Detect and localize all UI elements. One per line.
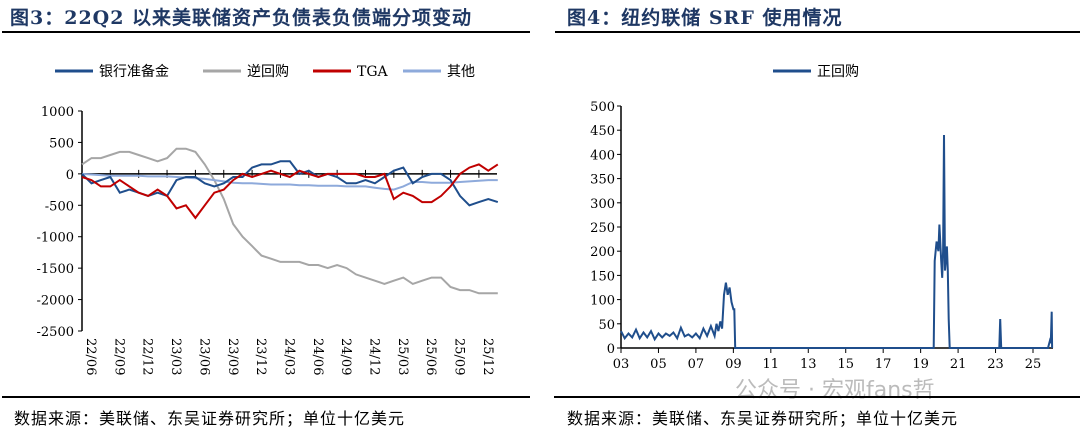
right-x-tick-label: 19 bbox=[912, 357, 929, 372]
right-x-tick-label: 11 bbox=[763, 357, 780, 372]
left-x-tick-label: 23/12 bbox=[253, 338, 268, 375]
right-title-rule bbox=[555, 31, 1080, 33]
right-x-tick-label: 25 bbox=[1025, 357, 1042, 372]
right-y-tick-label: 500 bbox=[590, 100, 615, 115]
right-y-tick-label: 300 bbox=[590, 197, 615, 212]
right-y-tick-label: 350 bbox=[590, 173, 615, 188]
right-x-tick-label: 03 bbox=[613, 357, 630, 372]
left-x-tick-label: 22/12 bbox=[140, 338, 155, 375]
right-chart-title: 图4：纽约联储 SRF 使用情况 bbox=[567, 7, 843, 29]
left-y-tick-label: 500 bbox=[49, 136, 74, 151]
left-x-tick-label: 23/03 bbox=[168, 338, 183, 375]
watermark: 公众号 · 宏观fans哲 bbox=[735, 378, 935, 403]
right-x-tick-label: 21 bbox=[950, 357, 967, 372]
left-chart-title: 图3：22Q2 以来美联储资产负债表负债端分项变动 bbox=[10, 7, 473, 29]
right-x-tick-label: 23 bbox=[987, 357, 1004, 372]
left-x-tick-label: 22/09 bbox=[111, 338, 126, 375]
right-x-tick-label: 13 bbox=[800, 357, 817, 372]
right-y-tick-label: 50 bbox=[598, 318, 615, 333]
legend-label: TGA bbox=[357, 64, 389, 80]
right-x-tick-label: 15 bbox=[837, 357, 854, 372]
left-y-tick-label: -2500 bbox=[37, 325, 74, 340]
left-x-tick-label: 25/09 bbox=[452, 338, 467, 375]
left-source: 数据来源：美联储、东吴证券研究所；单位十亿美元 bbox=[14, 409, 406, 428]
left-y-tick-label: -1000 bbox=[37, 231, 74, 246]
right-x-tick-label: 09 bbox=[725, 357, 742, 372]
series-line-1 bbox=[81, 147, 498, 295]
right-y-tick-label: 100 bbox=[590, 294, 615, 309]
left-y-tick-label: -500 bbox=[45, 199, 74, 214]
right-y-tick-label: 200 bbox=[590, 245, 615, 260]
series-line-2 bbox=[81, 163, 499, 220]
legend-label: 其他 bbox=[447, 64, 475, 80]
left-y-tick-label: -1500 bbox=[37, 262, 74, 277]
right-source-rule bbox=[554, 396, 1080, 398]
right-source: 数据来源：美联储、东吴证券研究所；单位十亿美元 bbox=[567, 409, 959, 428]
left-x-tick-label: 24/09 bbox=[338, 338, 353, 375]
right-y-tick-label: 150 bbox=[590, 269, 615, 284]
left-x-tick-label: 23/06 bbox=[196, 338, 211, 375]
left-x-tick-label: 23/09 bbox=[225, 338, 240, 375]
left-x-tick-label: 22/06 bbox=[83, 338, 98, 375]
left-title-rule bbox=[2, 31, 530, 33]
legend-label: 正回购 bbox=[817, 64, 859, 80]
right-y-tick-label: 400 bbox=[590, 148, 615, 163]
left-x-tick-label: 25/12 bbox=[480, 338, 495, 375]
left-y-tick-label: 1000 bbox=[41, 105, 74, 120]
series-line-repo bbox=[620, 134, 1054, 349]
right-y-tick-label: 250 bbox=[590, 221, 615, 236]
left-x-tick-label: 24/12 bbox=[367, 338, 382, 375]
right-x-tick-label: 05 bbox=[650, 357, 667, 372]
left-x-tick-label: 24/06 bbox=[310, 338, 325, 375]
right-x-tick-label: 07 bbox=[688, 357, 705, 372]
left-source-rule bbox=[2, 396, 530, 398]
series-line-3 bbox=[81, 172, 498, 191]
left-x-tick-label: 24/03 bbox=[281, 338, 296, 375]
left-x-tick-label: 25/03 bbox=[395, 338, 410, 375]
legend-label: 银行准备金 bbox=[99, 63, 169, 80]
right-y-tick-label: 450 bbox=[590, 124, 615, 139]
left-y-tick-label: -2000 bbox=[37, 294, 74, 309]
right-x-tick-label: 17 bbox=[875, 357, 892, 372]
left-y-tick-label: 0 bbox=[66, 168, 74, 183]
right-y-tick-label: 0 bbox=[607, 342, 615, 357]
legend-label: 逆回购 bbox=[247, 64, 289, 80]
left-x-tick-label: 25/06 bbox=[423, 338, 438, 375]
